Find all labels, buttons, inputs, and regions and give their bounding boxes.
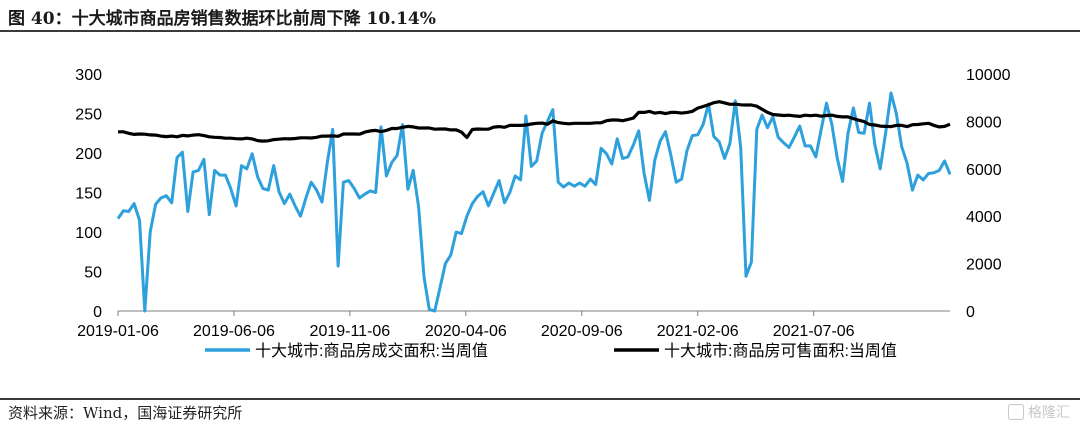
watermark: 格隆汇 (1008, 402, 1070, 422)
x-tick-label: 2019-01-06 (77, 323, 159, 340)
x-tick-label: 2020-04-06 (425, 323, 507, 340)
figure-title: 图 40：十大城市商品房销售数据环比前周下降 10.14% (8, 9, 436, 29)
series-line-transaction-area (116, 91, 952, 313)
y-left-tick-label: 0 (93, 304, 102, 321)
chart-ticks: 0 50 100 150 200 250 300 0 2000 4000 6000 8000 10000… (75, 67, 1010, 340)
y-left-tick-label: 50 (84, 265, 102, 282)
y-right-tick-label: 6000 (966, 162, 1002, 179)
x-tick-label: 2020-09-06 (541, 323, 623, 340)
y-right-tick-label: 10000 (966, 67, 1011, 84)
source-note: 资料来源：Wind，国海证券研究所 (8, 404, 243, 422)
chart-legend: 十大城市:商品房成交面积:当周值 十大城市:商品房可售面积:当周值 (205, 342, 897, 360)
x-tick-label: 2021-07-06 (773, 323, 855, 340)
x-tick-label: 2021-02-06 (657, 323, 739, 340)
y-left-tick-label: 300 (75, 67, 102, 84)
watermark-logo-icon (1008, 404, 1024, 420)
x-tick-label: 2019-06-06 (193, 323, 275, 340)
series-line-available-area (118, 100, 951, 143)
legend-label: 十大城市:商品房可售面积:当周值 (664, 342, 897, 360)
x-tick-label: 2019-11-06 (310, 323, 391, 340)
title-divider (0, 30, 1080, 32)
y-left-tick-label: 250 (75, 107, 102, 124)
y-left-tick-label: 150 (75, 186, 102, 203)
watermark-text: 格隆汇 (1028, 404, 1070, 420)
y-right-tick-label: 8000 (966, 114, 1002, 131)
y-right-tick-label: 0 (966, 304, 975, 321)
line-chart: 0 50 100 150 200 250 300 0 2000 4000 6000 8000 10000… (75, 67, 1010, 360)
footer-divider (0, 398, 1080, 400)
y-left-tick-label: 200 (75, 146, 102, 163)
y-right-tick-label: 2000 (966, 257, 1002, 274)
chart-lines (116, 91, 952, 313)
y-right-tick-label: 4000 (966, 209, 1002, 226)
legend-label: 十大城市:商品房成交面积:当周值 (255, 342, 488, 360)
y-left-tick-label: 100 (75, 225, 102, 242)
